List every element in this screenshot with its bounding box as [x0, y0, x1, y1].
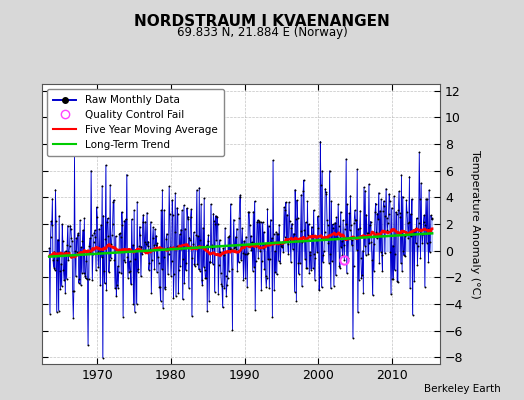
Legend: Raw Monthly Data, Quality Control Fail, Five Year Moving Average, Long-Term Tren: Raw Monthly Data, Quality Control Fail, …: [47, 89, 224, 156]
Text: NORDSTRAUM I KVAENANGEN: NORDSTRAUM I KVAENANGEN: [134, 14, 390, 29]
Text: 69.833 N, 21.884 E (Norway): 69.833 N, 21.884 E (Norway): [177, 26, 347, 39]
Y-axis label: Temperature Anomaly (°C): Temperature Anomaly (°C): [471, 150, 481, 298]
Text: Berkeley Earth: Berkeley Earth: [424, 384, 500, 394]
